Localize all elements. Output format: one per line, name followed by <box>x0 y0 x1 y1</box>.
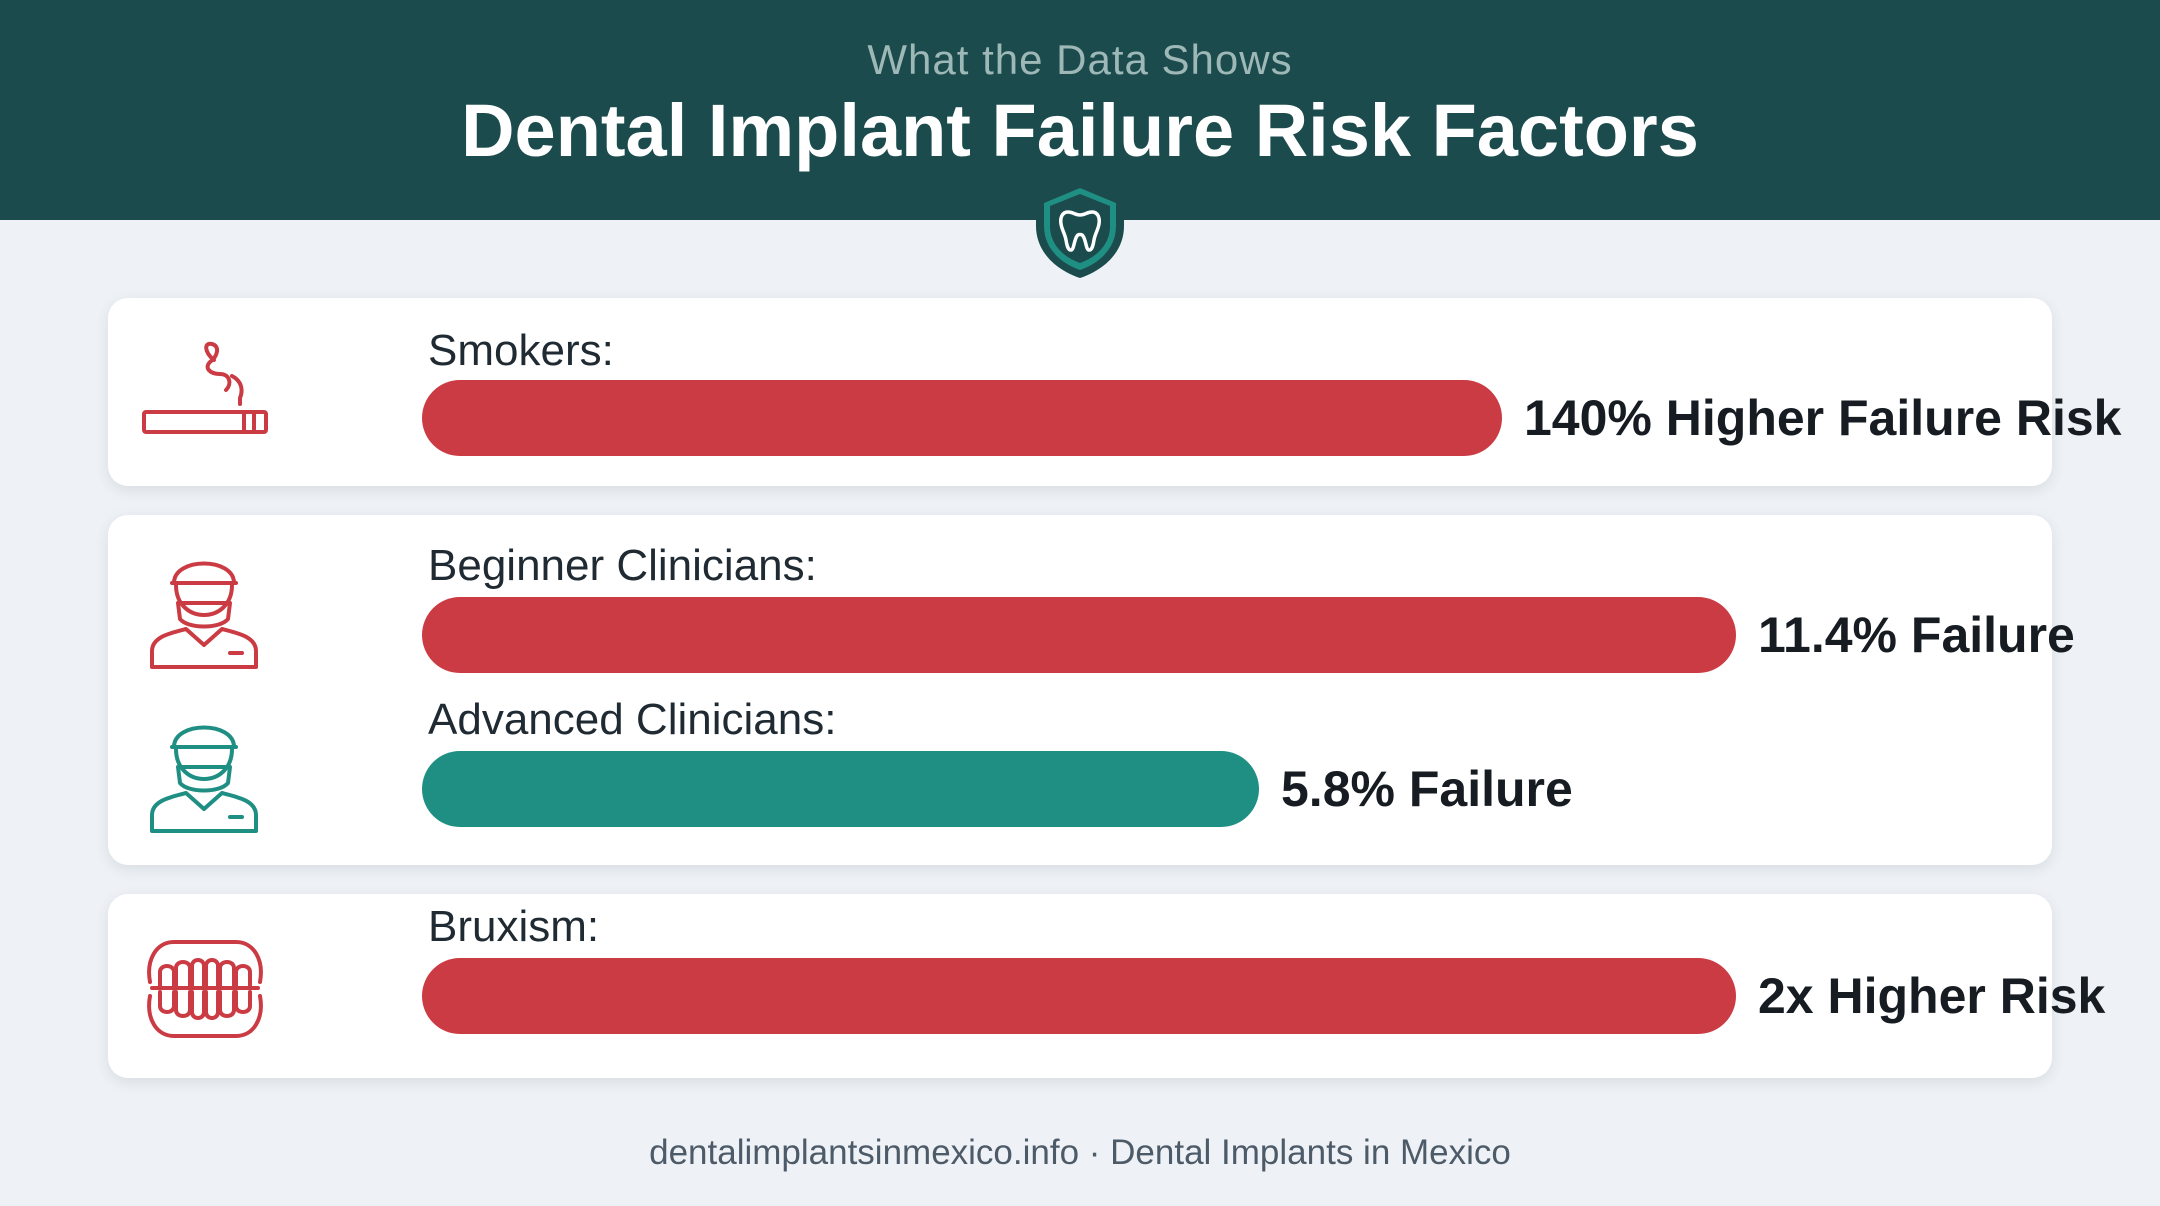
footer-source: dentalimplantsinmexico.info · Dental Imp… <box>649 1133 1511 1172</box>
bar-beginner-clinicians <box>422 597 1736 673</box>
advanced-clinician-icon <box>150 725 258 833</box>
cigarette-icon <box>142 341 268 434</box>
category-label: Bruxism: <box>428 902 600 951</box>
category-label: Beginner Clinicians: <box>428 541 817 590</box>
category-label: Smokers: <box>428 326 614 375</box>
card-bruxism: Bruxism: 2x Higher Risk <box>108 894 2105 1078</box>
card-smokers: Smokers: 140% Higher Failure Risk <box>108 298 2121 486</box>
value-label-bruxism: 2x Higher Risk <box>1758 968 2106 1024</box>
bar-advanced-clinicians <box>422 751 1259 827</box>
value-label-advanced: 5.8% Failure <box>1281 761 1573 817</box>
value-label-smokers: 140% Higher Failure Risk <box>1524 390 2122 446</box>
bar-smokers <box>422 380 1502 456</box>
bar-bruxism <box>422 958 1736 1034</box>
beginner-clinician-icon <box>150 561 258 669</box>
category-label: Advanced Clinicians: <box>428 695 837 744</box>
teeth-icon <box>147 940 263 1038</box>
value-label-beginner: 11.4% Failure <box>1758 607 2075 663</box>
tooth-shield-icon <box>1036 180 1124 278</box>
header-subtitle: What the Data Shows <box>867 36 1293 83</box>
page-title: Dental Implant Failure Risk Factors <box>461 89 1699 172</box>
card-clinicians: Beginner Clinicians: 11.4% Failure Advan… <box>108 515 2075 865</box>
